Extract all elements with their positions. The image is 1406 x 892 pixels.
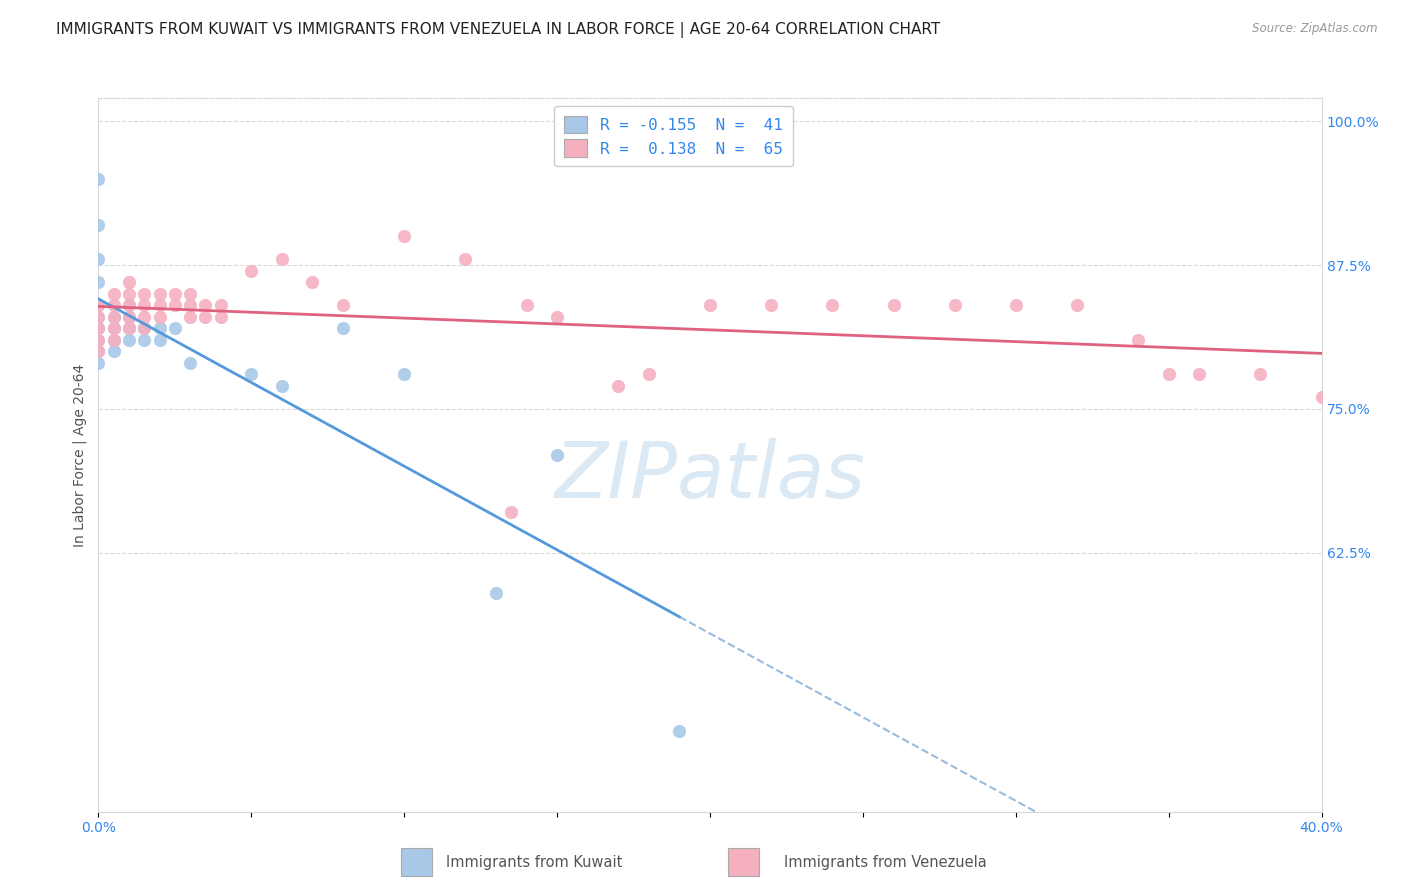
Point (118, 298, 141, 312)
Text: Source: ZipAtlas.com: Source: ZipAtlas.com (1253, 22, 1378, 36)
Point (103, 310, 125, 324)
Point (134, 333, 156, 347)
Point (103, 333, 125, 347)
Point (134, 286, 156, 301)
Point (87, 218, 110, 232)
Point (118, 321, 141, 335)
Point (103, 321, 125, 335)
Point (118, 298, 141, 312)
Point (118, 275, 141, 289)
Y-axis label: In Labor Force | Age 20-64: In Labor Force | Age 20-64 (72, 363, 87, 547)
Point (759, 298, 782, 312)
Point (1157, 368, 1180, 382)
Point (179, 286, 201, 301)
Point (546, 310, 568, 324)
Point (179, 310, 201, 324)
Point (87, 321, 110, 335)
Point (392, 368, 416, 382)
Text: ZIPatlas: ZIPatlas (554, 438, 866, 515)
Point (149, 286, 172, 301)
Point (194, 298, 217, 312)
Point (149, 310, 172, 324)
Point (607, 379, 630, 393)
Point (1066, 298, 1088, 312)
Point (179, 298, 201, 312)
Point (87, 171, 110, 186)
Point (87, 298, 110, 312)
Point (87, 298, 110, 312)
Text: Immigrants from Venezuela: Immigrants from Venezuela (785, 855, 987, 870)
Point (1004, 298, 1026, 312)
Point (87, 344, 110, 359)
Point (103, 321, 125, 335)
Point (821, 298, 844, 312)
Point (163, 321, 186, 335)
Point (149, 298, 172, 312)
Point (270, 252, 292, 267)
Point (392, 229, 416, 244)
Point (209, 298, 232, 312)
Point (209, 310, 232, 324)
Point (118, 333, 141, 347)
Point (163, 298, 186, 312)
Point (1128, 333, 1150, 347)
Text: Immigrants from Kuwait: Immigrants from Kuwait (446, 855, 623, 870)
Point (637, 368, 661, 382)
Point (1188, 368, 1211, 382)
Point (240, 368, 263, 382)
Point (883, 298, 905, 312)
Point (103, 310, 125, 324)
Point (332, 298, 354, 312)
Point (149, 321, 172, 335)
Point (454, 252, 477, 267)
Point (87, 333, 110, 347)
Point (668, 724, 690, 739)
Point (1310, 390, 1333, 404)
Point (301, 275, 323, 289)
Point (134, 298, 156, 312)
Point (179, 356, 201, 370)
Point (87, 252, 110, 267)
Point (699, 298, 721, 312)
Point (1249, 368, 1271, 382)
Point (270, 379, 292, 393)
Point (87, 275, 110, 289)
Point (118, 310, 141, 324)
Point (516, 298, 538, 312)
Point (546, 448, 568, 462)
Point (87, 310, 110, 324)
Point (103, 333, 125, 347)
Point (163, 286, 186, 301)
Point (118, 321, 141, 335)
Point (134, 310, 156, 324)
Point (103, 286, 125, 301)
Point (149, 333, 172, 347)
Point (943, 298, 966, 312)
Text: IMMIGRANTS FROM KUWAIT VS IMMIGRANTS FROM VENEZUELA IN LABOR FORCE | AGE 20-64 C: IMMIGRANTS FROM KUWAIT VS IMMIGRANTS FRO… (56, 22, 941, 38)
Point (118, 310, 141, 324)
Point (87, 321, 110, 335)
Point (134, 321, 156, 335)
Legend: R = -0.155  N =  41, R =  0.138  N =  65: R = -0.155 N = 41, R = 0.138 N = 65 (554, 106, 793, 167)
Point (240, 264, 263, 278)
Point (87, 356, 110, 370)
Point (87, 333, 110, 347)
FancyBboxPatch shape (401, 848, 432, 876)
Point (87, 344, 110, 359)
Point (332, 321, 354, 335)
Point (485, 586, 508, 600)
Point (501, 506, 523, 520)
Point (103, 344, 125, 359)
FancyBboxPatch shape (728, 848, 759, 876)
Point (103, 298, 125, 312)
Point (118, 286, 141, 301)
Point (134, 321, 156, 335)
Point (87, 310, 110, 324)
Point (194, 310, 217, 324)
